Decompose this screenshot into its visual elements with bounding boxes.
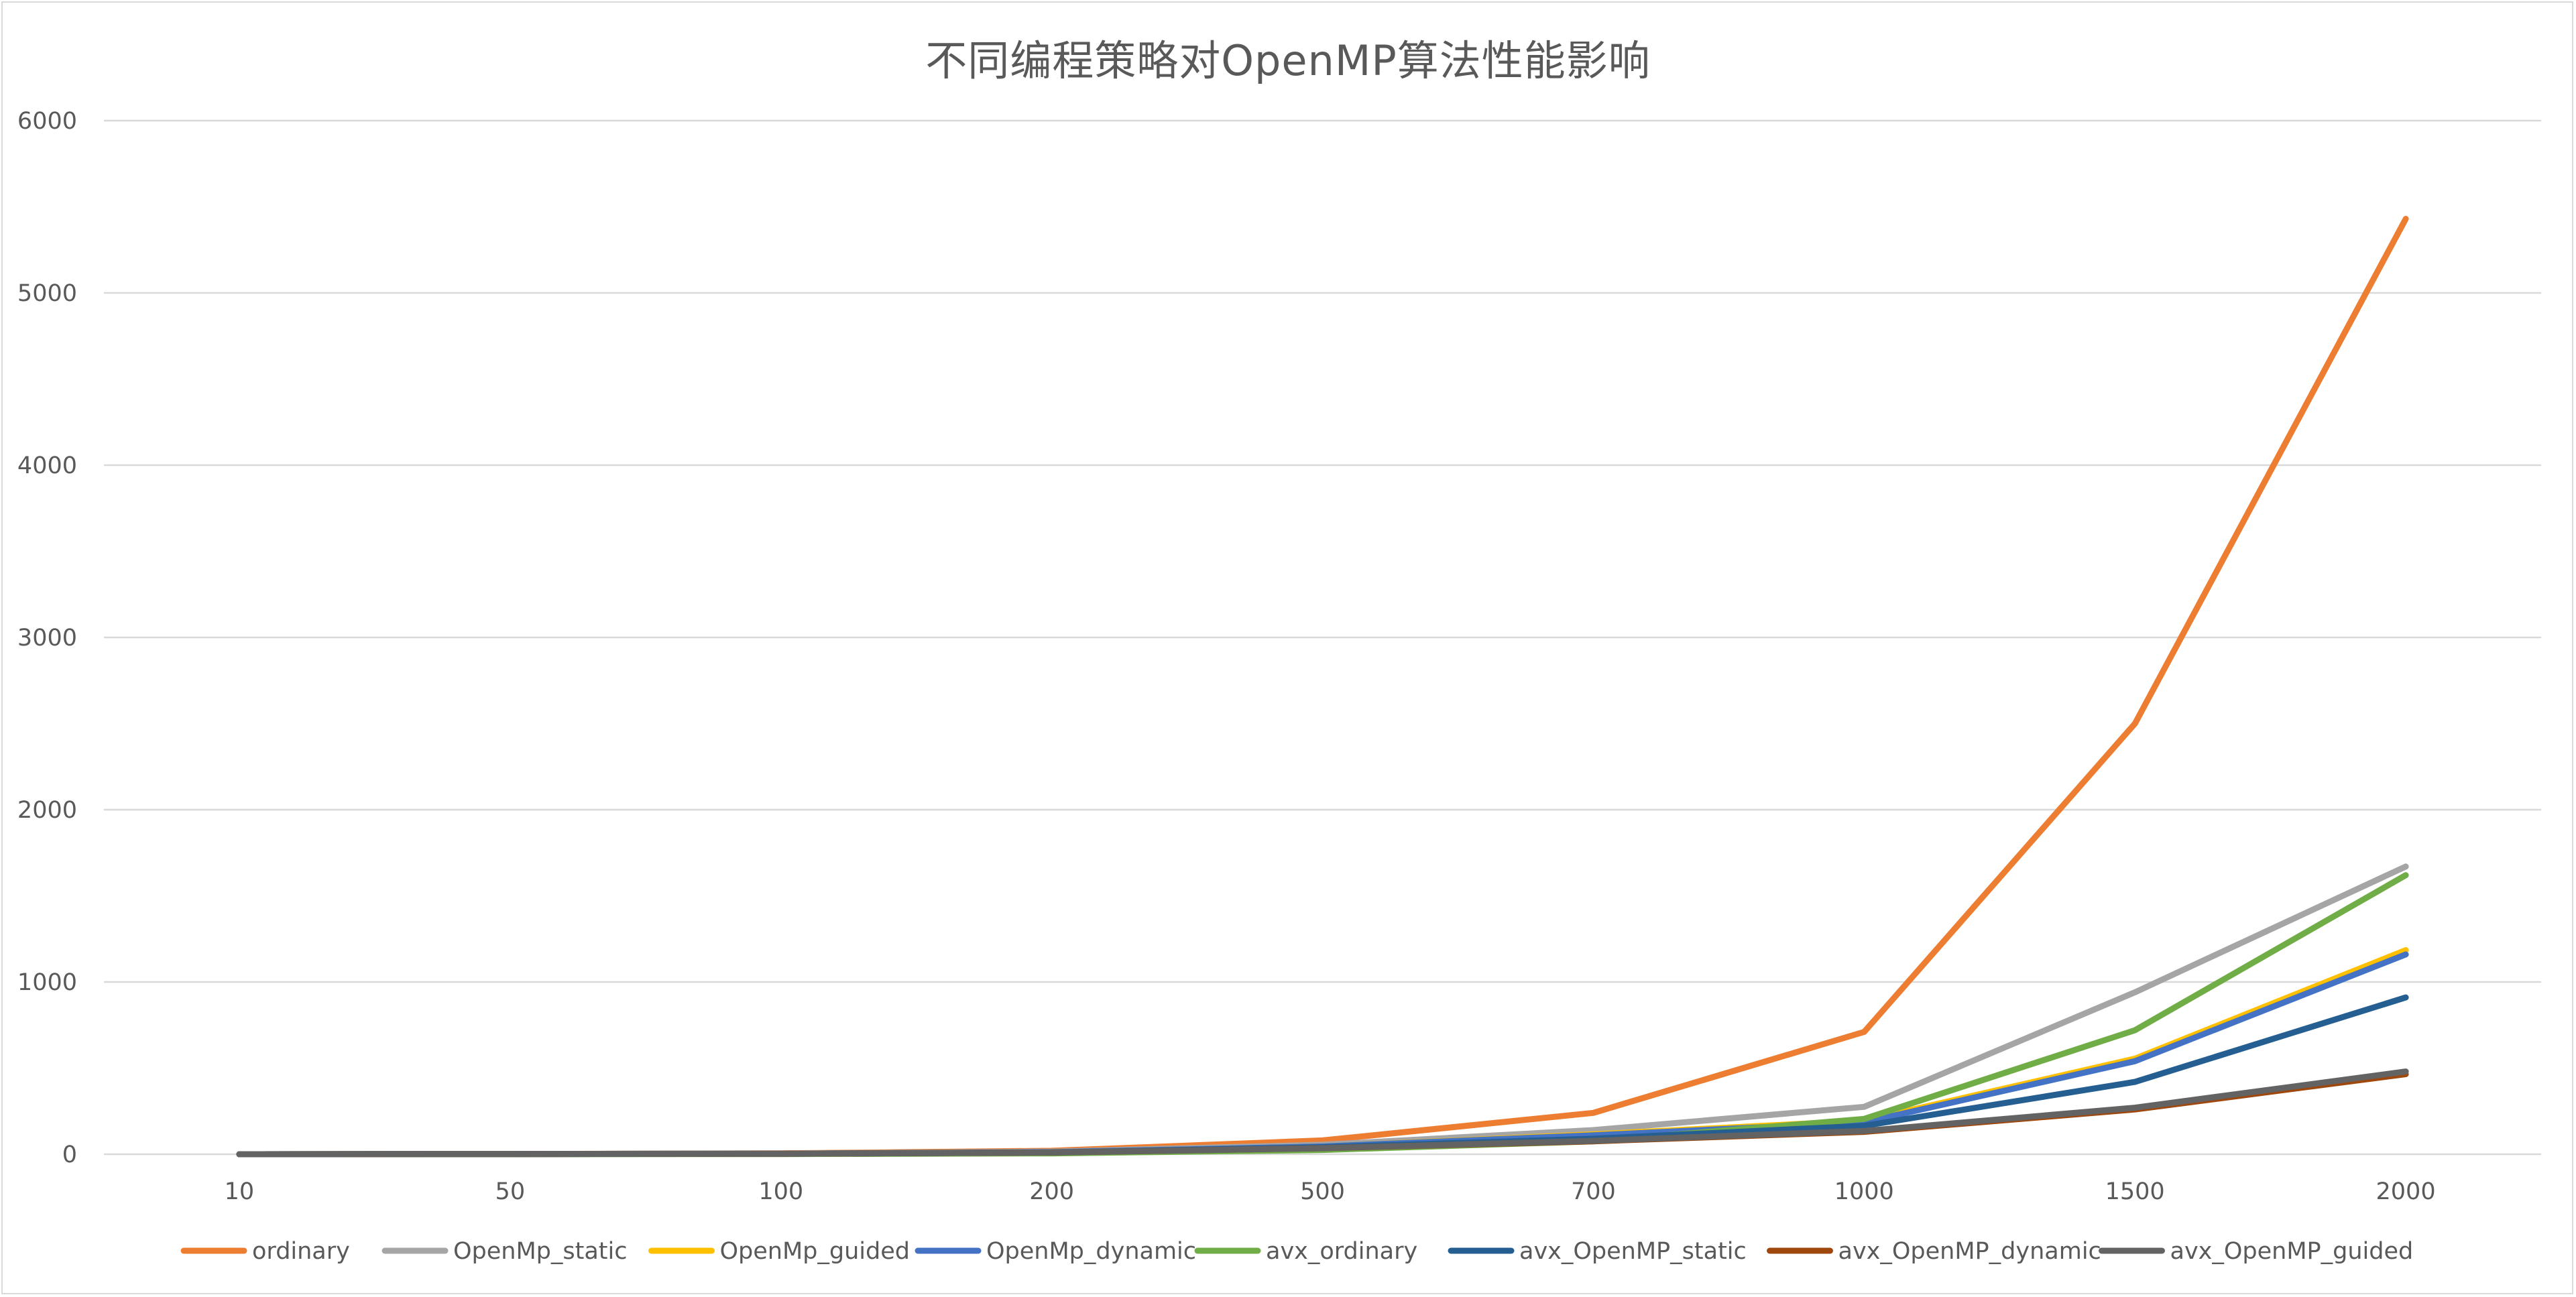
x-axis: 10 50 100 200 500 700 1000 1500 2000 xyxy=(225,1178,2436,1205)
legend-item-OpenMp_dynamic: OpenMp_dynamic xyxy=(915,1238,1196,1265)
y-axis: 0 1000 2000 3000 4000 5000 6000 xyxy=(17,108,77,1168)
x-tick-label: 700 xyxy=(1571,1178,1616,1205)
y-tick-label: 5000 xyxy=(17,280,77,307)
legend-label: OpenMp_static xyxy=(453,1238,628,1265)
x-tick-label: 200 xyxy=(1029,1178,1074,1205)
gridlines xyxy=(104,119,2541,1156)
x-tick-label: 500 xyxy=(1300,1178,1345,1205)
legend-label: avx_OpenMP_guided xyxy=(2170,1238,2414,1265)
legend-label: avx_ordinary xyxy=(1266,1238,1417,1265)
series-line-OpenMp_dynamic xyxy=(236,951,2409,1158)
legend-label: ordinary xyxy=(252,1238,350,1265)
legend-label: avx_OpenMP_dynamic xyxy=(1838,1238,2101,1265)
y-tick-label: 2000 xyxy=(17,797,77,824)
x-tick-label: 1500 xyxy=(2105,1178,2165,1205)
y-tick-label: 6000 xyxy=(17,108,77,135)
y-tick-label: 4000 xyxy=(17,452,77,479)
legend-label: OpenMp_guided xyxy=(720,1238,911,1265)
legend-item-OpenMp_static: OpenMp_static xyxy=(382,1238,628,1265)
legend-item-ordinary: ordinary xyxy=(180,1238,350,1265)
legend-label: avx_OpenMP_static xyxy=(1519,1238,1747,1265)
legend: ordinary OpenMp_static OpenMp_guided OpenMp… xyxy=(180,1238,2414,1265)
legend-item-OpenMp_guided: OpenMp_guided xyxy=(648,1238,911,1265)
series-line-OpenMp_guided xyxy=(236,947,2409,1158)
y-tick-label: 3000 xyxy=(17,625,77,652)
x-tick-label: 2000 xyxy=(2376,1178,2436,1205)
legend-label: OpenMp_dynamic xyxy=(986,1238,1196,1265)
legend-item-avx_ordinary: avx_ordinary xyxy=(1194,1238,1417,1265)
y-tick-label: 0 xyxy=(62,1141,77,1168)
series-lines xyxy=(236,216,2409,1158)
x-tick-label: 10 xyxy=(225,1178,255,1205)
x-tick-label: 1000 xyxy=(1834,1178,1894,1205)
y-tick-label: 1000 xyxy=(17,969,77,996)
legend-item-avx_OpenMP_dynamic: avx_OpenMP_dynamic xyxy=(1767,1238,2101,1265)
legend-item-avx_OpenMP_static: avx_OpenMP_static xyxy=(1448,1238,1747,1265)
x-tick-label: 100 xyxy=(758,1178,803,1205)
x-tick-label: 50 xyxy=(495,1178,526,1205)
series-line-avx_OpenMP_guided xyxy=(236,1068,2409,1158)
chart-title: 不同编程策略对OpenMP算法性能影响 xyxy=(925,36,1651,85)
legend-item-avx_OpenMP_guided: avx_OpenMP_guided xyxy=(2099,1238,2414,1265)
